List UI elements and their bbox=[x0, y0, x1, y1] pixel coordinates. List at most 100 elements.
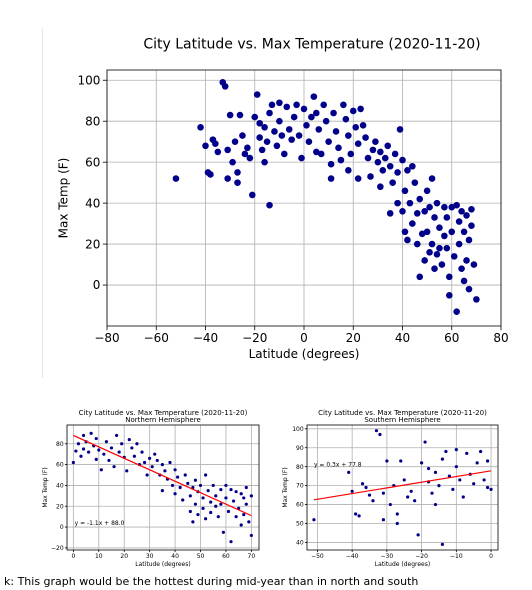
data-point bbox=[391, 150, 399, 158]
data-point bbox=[395, 512, 399, 516]
data-point bbox=[212, 140, 219, 148]
data-point bbox=[421, 208, 428, 215]
data-point bbox=[399, 156, 406, 164]
data-point bbox=[428, 240, 436, 248]
data-point bbox=[155, 458, 159, 463]
y-tick-label: 40 bbox=[296, 540, 304, 547]
data-point bbox=[423, 440, 427, 444]
data-point bbox=[226, 111, 234, 119]
y-axis-label: Max Temp (F) bbox=[56, 158, 70, 239]
data-point bbox=[246, 154, 254, 162]
data-point bbox=[460, 277, 468, 285]
data-point bbox=[441, 232, 448, 240]
data-point bbox=[374, 429, 379, 433]
x-tick-label: −10 bbox=[450, 553, 463, 560]
data-point bbox=[193, 502, 198, 506]
data-point bbox=[216, 515, 220, 519]
data-point bbox=[388, 502, 392, 507]
y-tick-label: 60 bbox=[85, 155, 100, 169]
data-point bbox=[229, 487, 233, 492]
data-point bbox=[352, 124, 360, 131]
data-point bbox=[465, 236, 473, 244]
data-point bbox=[298, 154, 305, 162]
x-tick-label: −50 bbox=[311, 553, 324, 560]
data-point bbox=[201, 506, 205, 510]
data-point bbox=[354, 175, 362, 182]
data-point bbox=[104, 440, 109, 444]
data-point bbox=[249, 533, 253, 538]
x-tick-label: 60 bbox=[444, 331, 459, 345]
plot-frame bbox=[66, 424, 260, 551]
x-tick-label: 50 bbox=[197, 553, 205, 560]
x-axis-label: Latitude (degrees) bbox=[375, 561, 430, 568]
x-tick-label: 0 bbox=[300, 331, 308, 345]
data-point bbox=[117, 450, 121, 454]
data-point bbox=[231, 138, 239, 145]
data-point bbox=[470, 261, 478, 268]
data-point bbox=[401, 228, 409, 236]
data-point bbox=[186, 481, 190, 485]
plot-frame bbox=[306, 424, 499, 551]
data-point bbox=[472, 482, 476, 486]
data-point bbox=[350, 489, 354, 493]
data-point bbox=[438, 261, 446, 268]
data-point bbox=[409, 220, 416, 227]
y-tick-label: 60 bbox=[296, 502, 304, 509]
data-point bbox=[305, 138, 313, 145]
x-tick-label: −30 bbox=[381, 553, 394, 560]
data-point bbox=[359, 121, 367, 129]
data-point bbox=[140, 450, 144, 454]
x-tick-label: 20 bbox=[120, 553, 128, 560]
data-point bbox=[145, 473, 149, 477]
data-point bbox=[74, 449, 78, 453]
data-point bbox=[258, 146, 266, 154]
data-point bbox=[248, 191, 256, 199]
data-point bbox=[485, 485, 490, 490]
data-point bbox=[465, 451, 469, 456]
data-point bbox=[389, 179, 396, 186]
data-point bbox=[160, 489, 164, 493]
regression-line bbox=[313, 470, 492, 501]
y-axis-label: Max Temp (F) bbox=[42, 467, 49, 507]
x-axis-label: Latitude (degrees) bbox=[135, 561, 190, 568]
data-point bbox=[322, 117, 330, 125]
data-point bbox=[347, 150, 355, 158]
data-point bbox=[313, 109, 320, 117]
data-point bbox=[173, 492, 177, 496]
data-point bbox=[308, 113, 315, 121]
data-point bbox=[371, 499, 375, 503]
data-point bbox=[76, 442, 81, 446]
data-point bbox=[413, 240, 421, 248]
data-point bbox=[404, 236, 411, 244]
data-point bbox=[436, 224, 443, 231]
data-point bbox=[276, 99, 283, 107]
data-point bbox=[450, 253, 458, 260]
data-point bbox=[402, 478, 406, 482]
y-tick-label: 20 bbox=[85, 237, 100, 251]
data-point bbox=[283, 103, 291, 111]
data-point bbox=[221, 530, 225, 534]
data-point bbox=[120, 442, 124, 446]
data-point bbox=[181, 498, 185, 502]
data-point bbox=[263, 138, 271, 145]
data-point bbox=[385, 459, 389, 463]
data-point bbox=[163, 469, 167, 473]
data-point bbox=[399, 208, 406, 215]
data-point bbox=[335, 144, 342, 152]
data-point bbox=[445, 273, 453, 281]
data-point bbox=[112, 465, 116, 469]
y-tick-label: 100 bbox=[77, 73, 100, 87]
data-point bbox=[357, 514, 361, 518]
data-point bbox=[261, 158, 268, 166]
data-point bbox=[473, 296, 480, 303]
data-point bbox=[197, 124, 204, 131]
data-point bbox=[362, 134, 369, 141]
data-point bbox=[109, 446, 114, 450]
data-point bbox=[127, 437, 131, 442]
data-point bbox=[460, 228, 468, 236]
data-point bbox=[433, 199, 441, 207]
data-point bbox=[178, 485, 182, 490]
data-point bbox=[416, 533, 420, 537]
data-point bbox=[448, 228, 456, 236]
data-point bbox=[420, 461, 424, 465]
